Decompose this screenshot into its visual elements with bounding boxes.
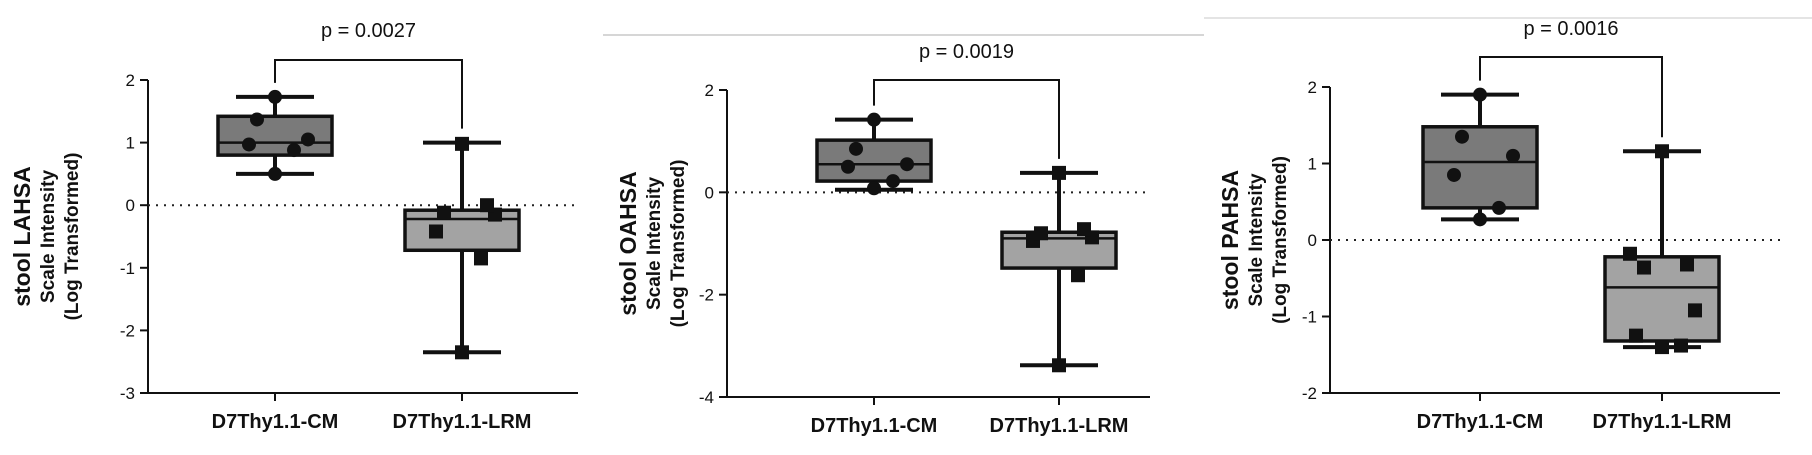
data-point: [301, 132, 315, 147]
p-value-annotation: p = 0.0019: [919, 41, 1014, 63]
iqr-box: [1421, 125, 1539, 210]
box-group-1: [216, 89, 334, 181]
y-tick-label: 2: [705, 81, 714, 100]
data-point: [1455, 129, 1469, 144]
data-point: [849, 141, 863, 156]
iqr-box: [1603, 255, 1721, 343]
data-point: [1071, 268, 1085, 283]
significance-bracket: [274, 59, 463, 129]
data-point: [1506, 148, 1520, 163]
y-axis-label: stool OAHSA Scale Intensity (Log Transform…: [615, 160, 689, 328]
data-point: [250, 112, 264, 127]
data-point: [268, 89, 282, 104]
y-tick-label: 2: [1308, 78, 1317, 97]
y-axis-title: stool LAHSA: [9, 166, 35, 307]
iqr-box: [815, 138, 933, 183]
y-axis-label: stool LAHSA Scale Intensity (Log Transform…: [9, 153, 83, 321]
box-group-2: [1603, 144, 1721, 355]
y-tick-label: 0: [705, 183, 714, 202]
data-point: [1637, 260, 1651, 275]
data-point: [1623, 246, 1637, 261]
data-point: [287, 143, 301, 158]
data-point: [1629, 328, 1643, 343]
y-axis-title: stool OAHSA: [615, 171, 641, 315]
y-tick-label: 1: [1308, 155, 1317, 174]
y-tick-label: -4: [699, 388, 714, 407]
chart-panel-2: -4 -2 0 2 stool OAHSA Scale Intensity (Log Tra…: [615, 41, 1150, 437]
box-group-1: [1421, 87, 1539, 227]
p-value-annotation: p = 0.0016: [1523, 18, 1618, 40]
data-point: [900, 157, 914, 172]
iqr-box: [216, 114, 334, 157]
x-category-label: D7Thy1.1-CM: [212, 411, 339, 433]
x-category-label: D7Thy1.1-LRM: [1593, 411, 1732, 433]
box-group-2: [1000, 165, 1118, 373]
y-tick-label: -2: [1302, 384, 1317, 403]
data-point: [429, 224, 443, 239]
significance-bracket: [1479, 56, 1663, 138]
data-point: [242, 137, 256, 152]
y-axis-subtitle-units: (Log Transformed): [62, 153, 83, 321]
data-point: [1473, 212, 1487, 227]
y-axis-subtitle: Scale Intensity: [1246, 173, 1267, 306]
data-point: [1034, 226, 1048, 241]
data-point: [1655, 144, 1669, 159]
data-point: [1492, 200, 1506, 215]
data-point: [455, 136, 469, 151]
data-point: [455, 345, 469, 360]
data-point: [268, 166, 282, 181]
data-point: [480, 198, 494, 213]
y-tick-label: -2: [120, 321, 135, 340]
data-point: [867, 112, 881, 127]
data-point: [474, 251, 488, 266]
y-tick-label: -3: [120, 384, 135, 403]
y-tick-label: 1: [126, 134, 135, 153]
y-axis-title: stool PAHSA: [1217, 170, 1243, 310]
y-tick-label: -1: [1302, 308, 1317, 327]
data-point: [1052, 165, 1066, 180]
y-tick-label: 0: [126, 196, 135, 215]
chart-panel-1: -3 -2 -1 0 1 2 stool LAHSA Scale Intensity (Log …: [9, 20, 578, 433]
y-tick-label: 2: [126, 71, 135, 90]
data-point: [1688, 303, 1702, 318]
y-axis-label: stool PAHSA Scale Intensity (Log Transform…: [1217, 156, 1291, 324]
y-axis-subtitle: Scale Intensity: [644, 177, 665, 310]
y-tick-label: -2: [699, 286, 714, 305]
y-axis-subtitle-units: (Log Transformed): [668, 160, 689, 328]
p-value-annotation: p = 0.0027: [321, 20, 416, 42]
data-point: [1674, 338, 1688, 353]
chart-panel-3: -2 -1 0 1 2 stool PAHSA Scale Intensity (Log Tr…: [1217, 18, 1780, 433]
data-point: [1077, 222, 1091, 237]
data-point: [867, 181, 881, 196]
data-point: [886, 174, 900, 189]
data-point: [1473, 87, 1487, 102]
x-category-label: D7Thy1.1-LRM: [990, 415, 1129, 437]
y-tick-label: -1: [120, 259, 135, 278]
x-category-label: D7Thy1.1-LRM: [393, 411, 532, 433]
significance-bracket: [873, 79, 1060, 159]
x-category-label: D7Thy1.1-CM: [1417, 411, 1544, 433]
y-tick-label: 0: [1308, 231, 1317, 250]
data-point: [437, 205, 451, 220]
data-point: [1052, 358, 1066, 373]
box-group-2: [403, 136, 521, 360]
box-group-1: [815, 112, 933, 196]
x-category-label: D7Thy1.1-CM: [811, 415, 938, 437]
data-point: [1447, 167, 1461, 182]
data-point: [1655, 340, 1669, 355]
data-point: [841, 159, 855, 174]
y-axis-subtitle-units: (Log Transformed): [1270, 156, 1291, 324]
y-axis-subtitle: Scale Intensity: [38, 170, 59, 303]
data-point: [1680, 257, 1694, 272]
